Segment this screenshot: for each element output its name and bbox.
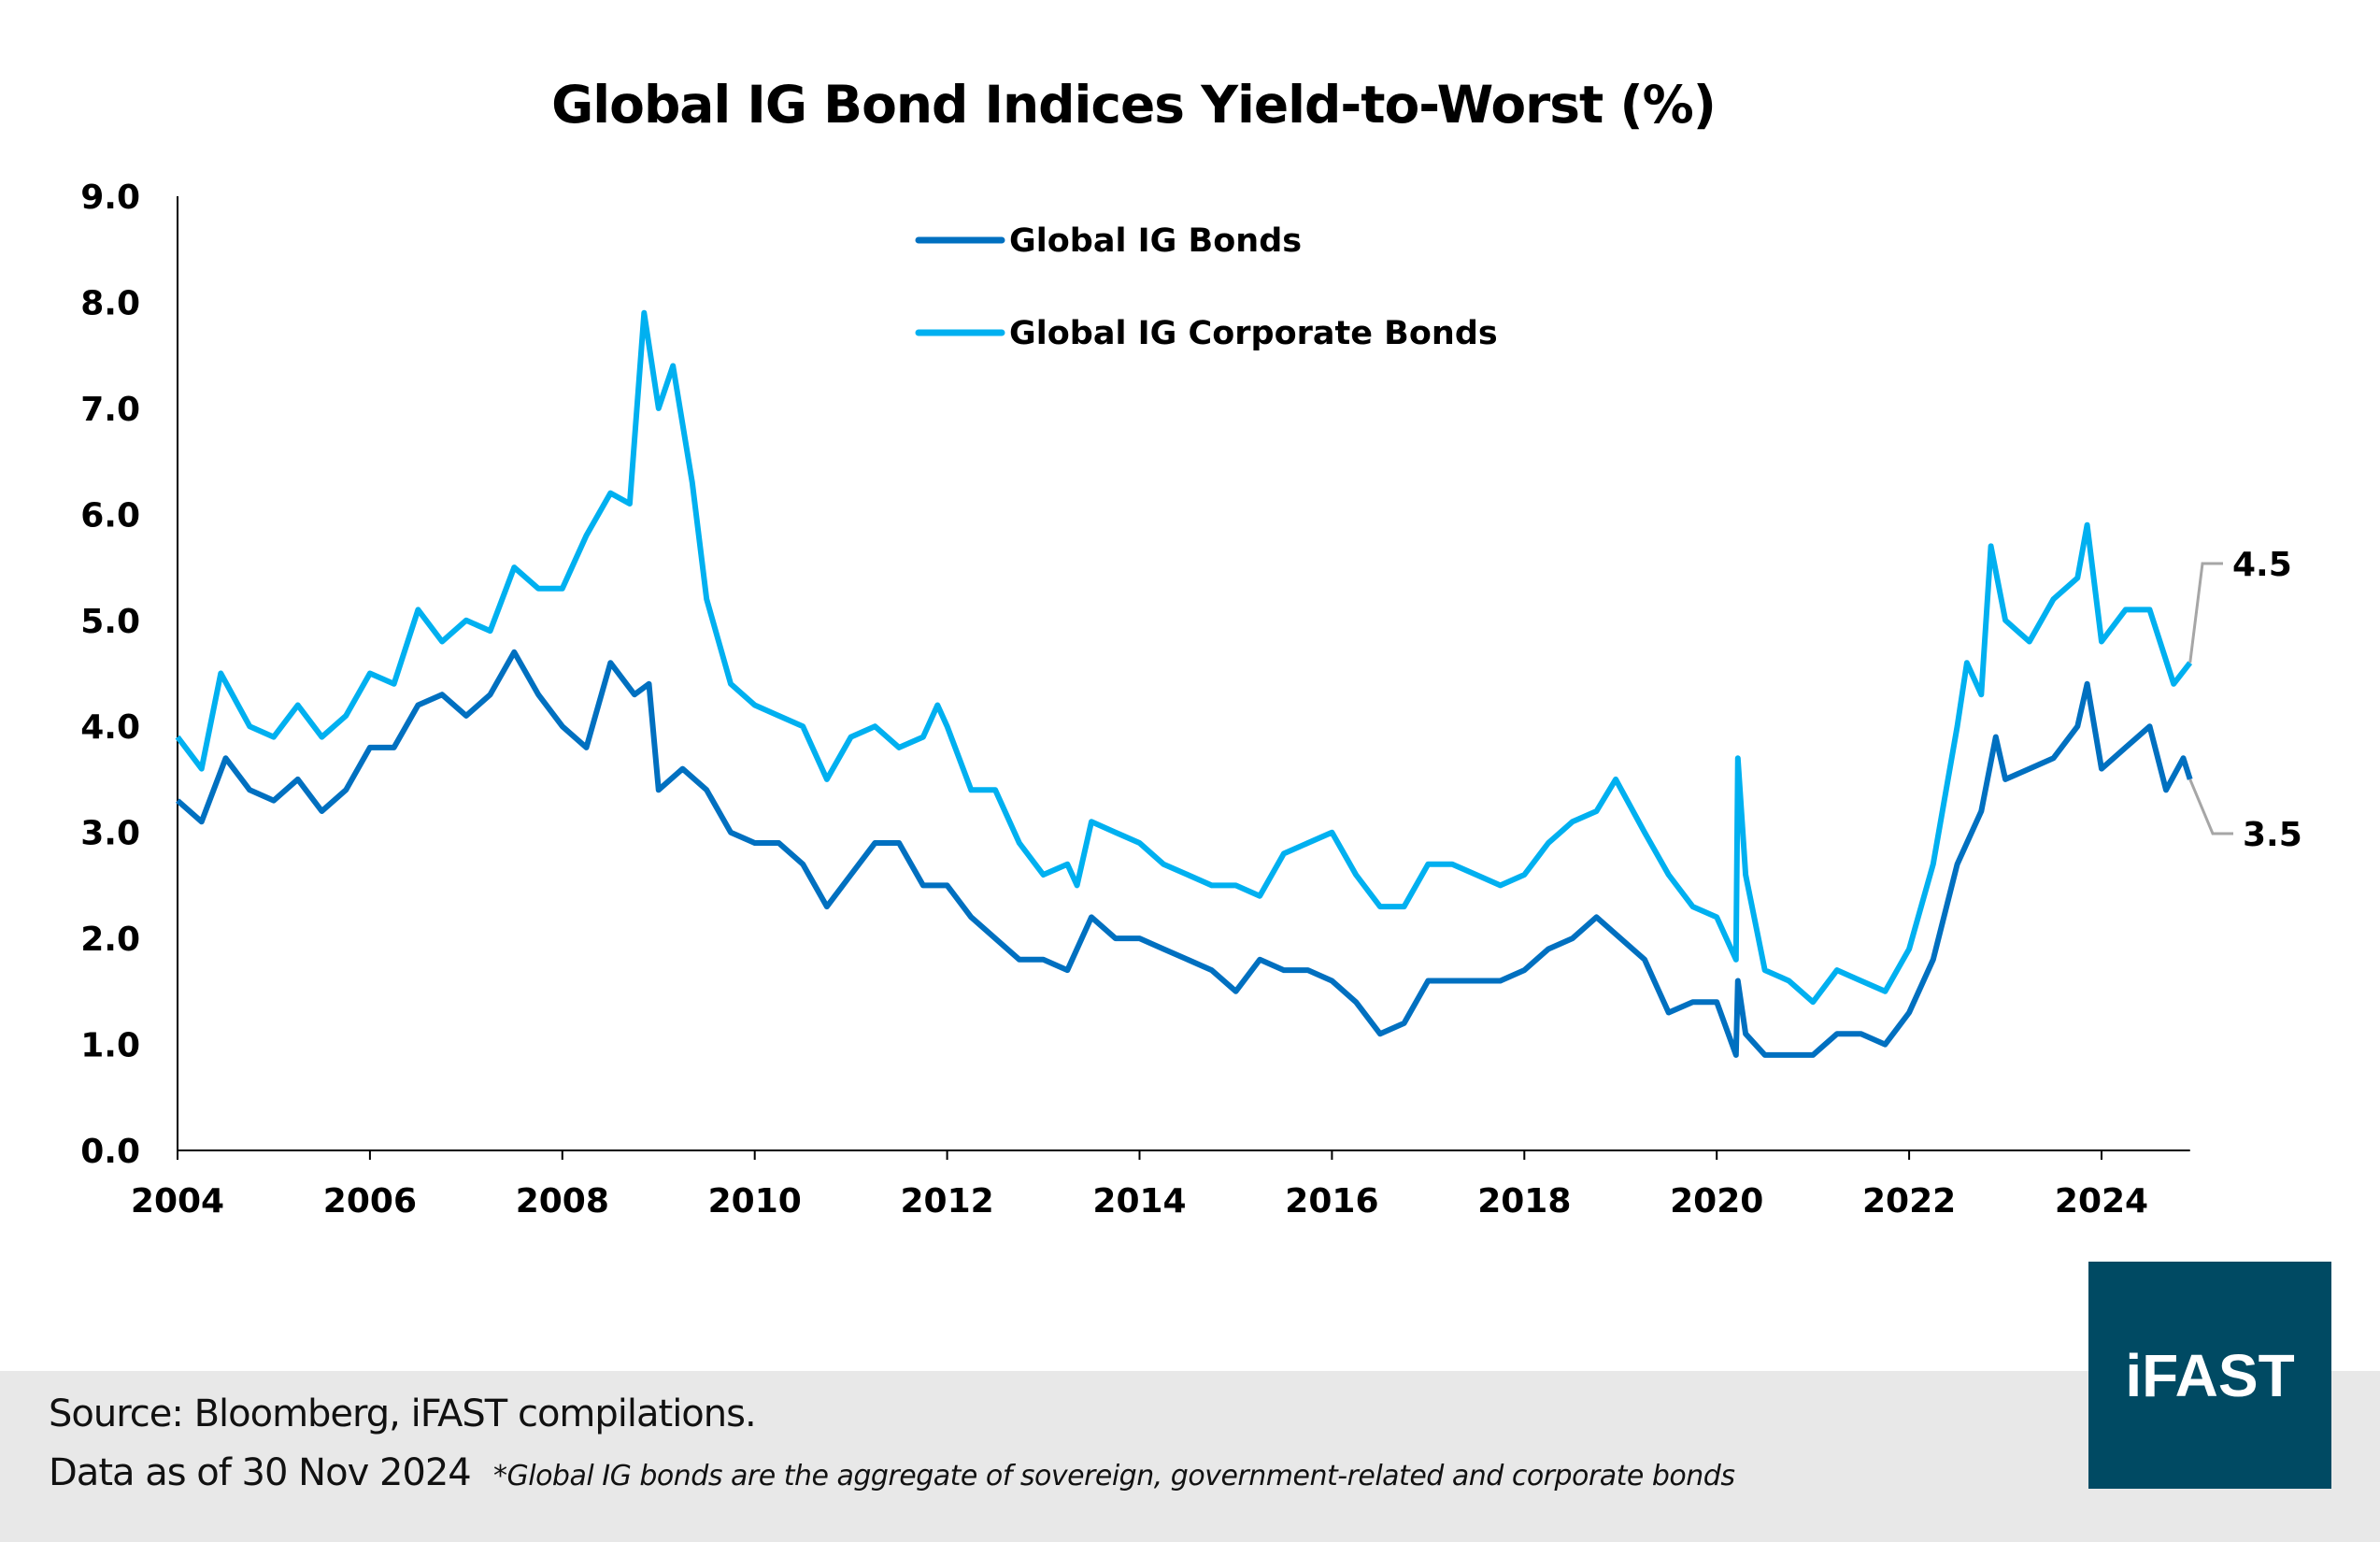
y-tick-label: 5.0: [80, 603, 140, 641]
logo-text: iFAST: [2125, 1341, 2295, 1409]
x-tick-label: 2004: [131, 1182, 224, 1221]
x-tick-label: 2006: [323, 1182, 417, 1221]
chart-title: Global IG Bond Indices Yield-to-Worst (%…: [551, 75, 1717, 135]
y-tick-label: 4.0: [80, 708, 140, 747]
x-tick-label: 2022: [1862, 1182, 1956, 1221]
y-tick-label: 9.0: [80, 178, 140, 217]
ifast-logo: iFAST: [2088, 1262, 2331, 1489]
footer-band: [0, 1371, 2380, 1542]
x-tick-label: 2018: [1477, 1182, 1571, 1221]
y-tick-label: 7.0: [80, 391, 140, 429]
series-line-global-ig-bonds: [176, 649, 2193, 1058]
x-tick-label: 2016: [1285, 1182, 1378, 1221]
footnote-text: *Global IG bonds are the aggregate of so…: [493, 1460, 1735, 1492]
x-tick-label: 2008: [516, 1182, 609, 1221]
legend-label: Global IG Corporate Bonds: [1009, 315, 1498, 352]
source-text: Source: Bloomberg, iFAST compilations.: [49, 1392, 757, 1435]
data-as-of-text: Data as of 30 Nov 2024: [49, 1451, 472, 1494]
x-tick-label: 2010: [708, 1182, 802, 1221]
end-value-label: 3.5: [2243, 816, 2302, 854]
x-tick-label: 2020: [1670, 1182, 1763, 1221]
y-tick-label: 3.0: [80, 815, 140, 853]
y-tick-label: 2.0: [80, 921, 140, 959]
end-label-leader: [2188, 778, 2233, 835]
y-tick-label: 1.0: [80, 1027, 140, 1065]
end-value-label: 4.5: [2232, 546, 2292, 584]
x-tick-label: 2024: [2055, 1182, 2148, 1221]
end-label-leader: [2188, 562, 2223, 664]
x-tick-label: 2012: [900, 1182, 993, 1221]
x-tick-label: 2014: [1092, 1182, 1186, 1221]
y-tick-label: 6.0: [80, 496, 140, 535]
series-line-global-ig-corporate-bonds: [175, 309, 2193, 1006]
y-tick-label: 8.0: [80, 284, 140, 322]
y-tick-label: 0.0: [80, 1133, 140, 1171]
legend-label: Global IG Bonds: [1009, 222, 1302, 260]
